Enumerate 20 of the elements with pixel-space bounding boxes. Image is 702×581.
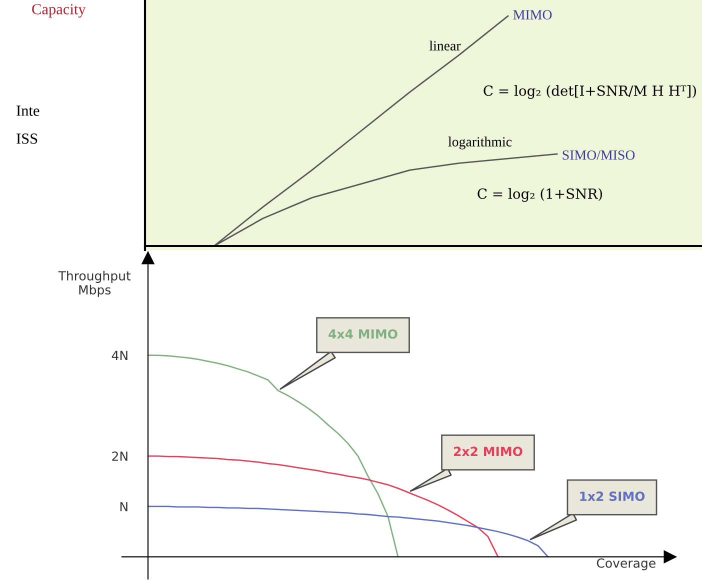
y-tick-label: 4N	[112, 350, 128, 360]
line-series	[147, 354, 399, 558]
x-axis-title: Coverage	[596, 558, 656, 570]
series-label: SIMO/MISO	[562, 150, 635, 160]
series-label: MIMO	[513, 10, 552, 20]
line-series	[147, 506, 549, 558]
text: Inte	[16, 106, 40, 116]
annotation: logarithmic	[448, 136, 512, 150]
line-series	[147, 455, 499, 558]
y-tick-label: N	[120, 502, 128, 512]
text: 1x2 SIMO	[580, 492, 645, 501]
text: ISS	[16, 134, 38, 144]
text: 4x4 MIMO	[328, 329, 398, 339]
y-axis-title: Capacity	[32, 4, 86, 18]
y-axis-title: Throughput Mbps	[58, 270, 131, 297]
annotation: C = log₂ (det[I+SNR/M H Hᵀ])	[484, 85, 696, 99]
annotation: linear	[429, 40, 461, 50]
annotation: C = log₂ (1+SNR)	[478, 188, 602, 202]
text: 2x2 MIMO	[454, 446, 522, 456]
y-tick-label: 2N	[112, 452, 128, 461]
